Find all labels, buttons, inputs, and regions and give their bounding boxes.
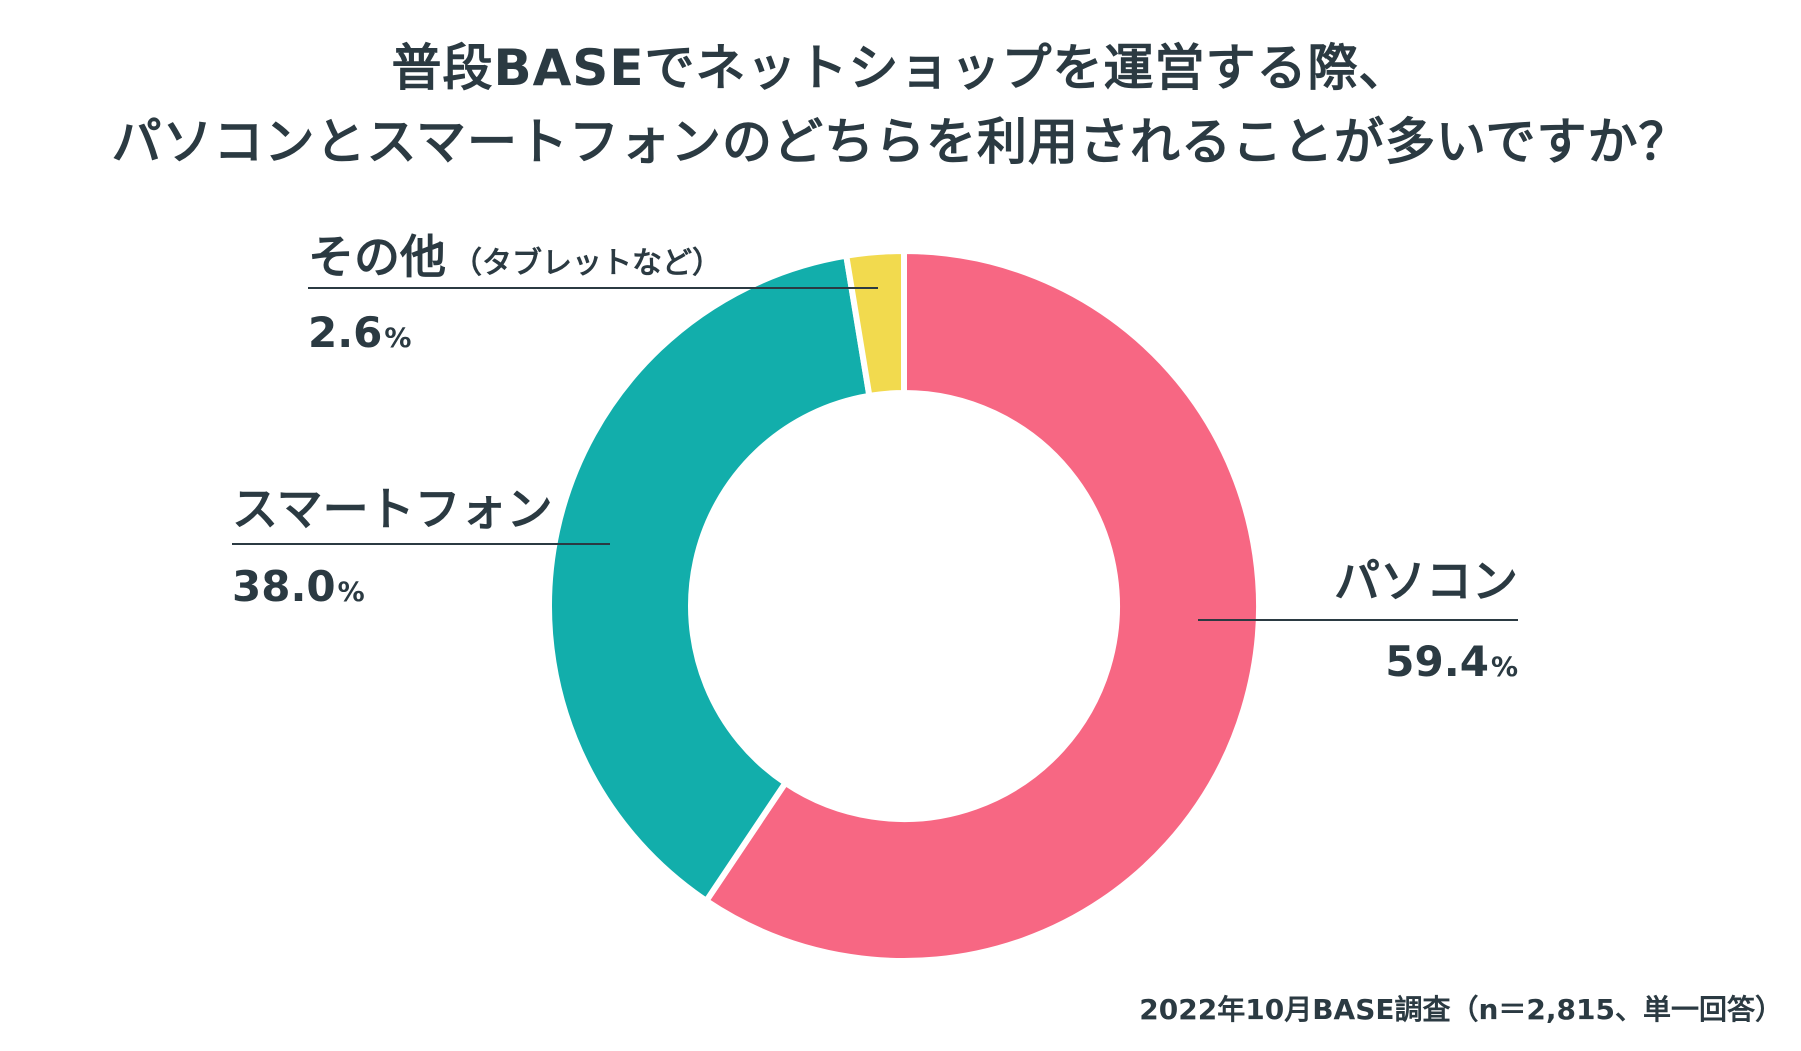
leader-line-other: [308, 287, 878, 289]
data-label-other-value: 2.6: [308, 308, 383, 357]
footnote: 2022年10月BASE調査（n＝2,815、単一回答）: [1139, 993, 1783, 1026]
data-label-pc-unit: %: [1490, 652, 1518, 683]
slice-label-other: その他: [308, 230, 446, 284]
chart-title-line-1: 普段BASEでネットショップを運営する際、: [391, 39, 1410, 97]
slice-label-smartphone: スマートフォン: [232, 482, 553, 536]
leader-line-smartphone: [232, 543, 610, 545]
donut-slice-smartphone: [546, 252, 873, 904]
data-label-smartphone: 38.0%: [232, 562, 365, 618]
chart-title-line-2: パソコンとスマートフォンのどちらを利用されることが多いですか？: [111, 113, 1690, 171]
legend-label-other: その他 （タブレットなど）: [308, 230, 722, 291]
slice-label-pc: パソコン: [1334, 554, 1518, 608]
data-label-other: 2.6%: [308, 308, 411, 364]
donut-slice-pc: [703, 248, 1262, 964]
slice-label-other-note: （タブレットなど）: [452, 246, 722, 281]
data-label-pc: 59.4%: [1385, 637, 1518, 693]
data-label-other-unit: %: [384, 323, 412, 354]
data-label-pc-value: 59.4: [1385, 637, 1489, 686]
leader-line-pc: [1198, 619, 1518, 621]
data-label-smartphone-unit: %: [337, 577, 365, 608]
data-label-smartphone-value: 38.0: [232, 562, 336, 611]
